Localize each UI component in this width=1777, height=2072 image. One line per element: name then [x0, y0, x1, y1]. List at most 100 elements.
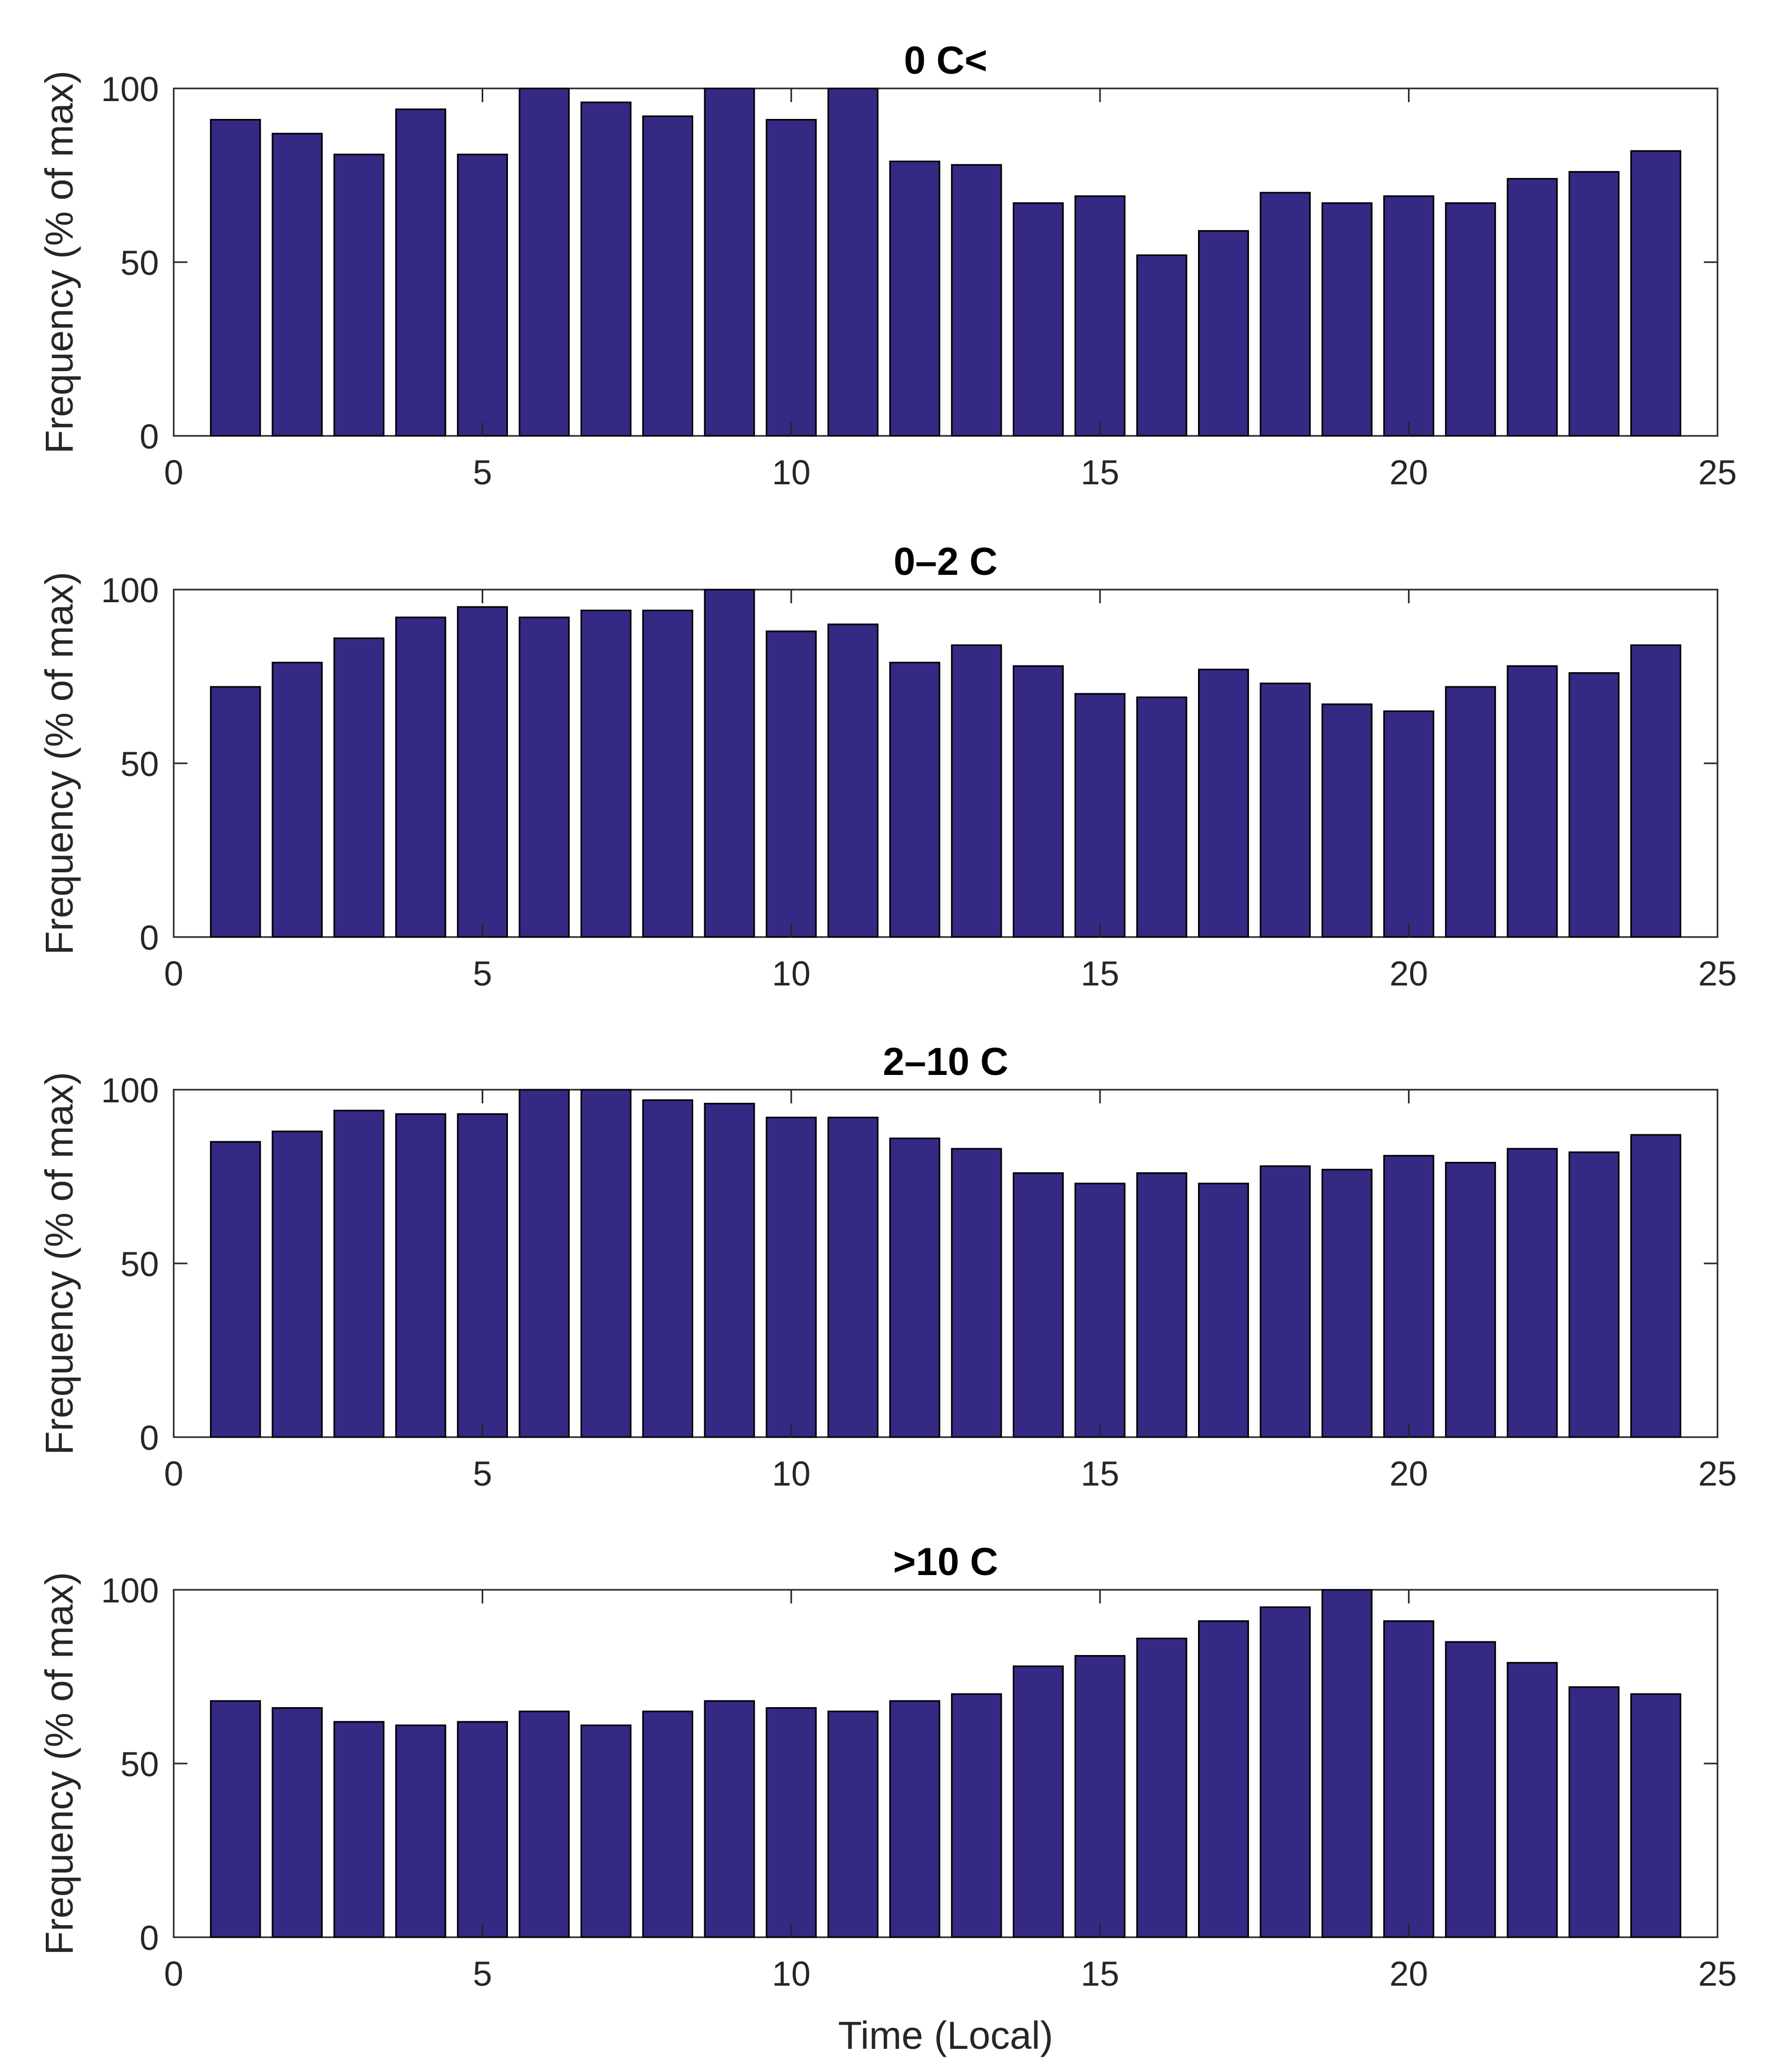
- bar-panel3-12: [889, 1137, 941, 1438]
- x-tick-label: 15: [1081, 453, 1119, 492]
- bar-panel4-3: [333, 1721, 385, 1938]
- bar-panel2-12: [889, 662, 941, 938]
- x-tick-label: 0: [164, 1954, 184, 1993]
- y-tick-label: 0: [139, 417, 159, 456]
- bar-panel4-19: [1321, 1589, 1373, 1938]
- bar-panel2-22: [1506, 665, 1558, 938]
- bar-panel2-24: [1630, 644, 1682, 938]
- bar-panel4-6: [518, 1710, 570, 1938]
- bar-panel4-22: [1506, 1662, 1558, 1938]
- x-tick-label: 15: [1081, 1954, 1119, 1993]
- y-tick-label: 0: [139, 918, 159, 957]
- y-tick-label: 50: [121, 1244, 159, 1283]
- bar-panel1-18: [1260, 192, 1311, 437]
- bar-panel3-15: [1074, 1182, 1126, 1438]
- bar-panel2-17: [1198, 669, 1249, 938]
- bar-panel1-12: [889, 161, 941, 437]
- bar-panel3-3: [333, 1110, 385, 1438]
- bar-panel1-21: [1445, 202, 1496, 437]
- bar-panel4-2: [272, 1707, 323, 1938]
- bar-panel4-4: [395, 1724, 446, 1938]
- x-tick-label: 0: [164, 1454, 184, 1493]
- y-tick-label: 100: [101, 1071, 159, 1110]
- bar-panel3-24: [1630, 1134, 1682, 1438]
- bar-panel1-15: [1074, 195, 1126, 437]
- x-tick-label: 10: [772, 954, 810, 993]
- x-tick-label: 20: [1390, 453, 1428, 492]
- x-tick-label: 25: [1698, 1454, 1736, 1493]
- bar-panel1-4: [395, 108, 446, 437]
- bar-panel3-5: [457, 1113, 508, 1438]
- bar-panel3-13: [951, 1148, 1002, 1438]
- bar-panel2-18: [1260, 682, 1311, 938]
- bar-panel4-24: [1630, 1693, 1682, 1938]
- x-tick-label: 25: [1698, 1954, 1736, 1993]
- y-axis-label: Frequency (% of max): [37, 1072, 81, 1455]
- bar-panel4-12: [889, 1700, 941, 1938]
- bar-panel3-20: [1383, 1154, 1434, 1438]
- y-tick-label: 0: [139, 1418, 159, 1457]
- panel-title-1: 0 C<: [904, 38, 987, 82]
- y-tick-label: 50: [121, 744, 159, 783]
- x-tick-label: 10: [772, 1454, 810, 1493]
- x-tick-label: 5: [473, 1954, 492, 1993]
- bar-panel1-19: [1321, 202, 1373, 437]
- panel-title-3: 2–10 C: [883, 1040, 1009, 1083]
- bar-panel4-16: [1136, 1637, 1187, 1938]
- y-tick-label: 100: [101, 571, 159, 610]
- bar-panel3-8: [642, 1099, 693, 1438]
- bar-panel3-16: [1136, 1172, 1187, 1438]
- bar-panel1-6: [518, 87, 570, 437]
- bar-panel1-2: [272, 133, 323, 437]
- panel-title-2: 0–2 C: [894, 540, 997, 583]
- bar-panel4-20: [1383, 1620, 1434, 1938]
- bar-panel4-5: [457, 1721, 508, 1938]
- x-axis-label: Time (Local): [838, 2014, 1053, 2057]
- bar-panel2-15: [1074, 693, 1126, 938]
- bar-panel1-3: [333, 153, 385, 437]
- bar-panel1-16: [1136, 254, 1187, 437]
- bar-panel1-5: [457, 153, 508, 437]
- x-tick-label: 25: [1698, 954, 1736, 993]
- x-tick-label: 5: [473, 954, 492, 993]
- bar-panel4-9: [704, 1700, 755, 1938]
- bar-panel1-13: [951, 164, 1002, 437]
- bar-panel3-1: [209, 1141, 261, 1438]
- y-tick-label: 0: [139, 1918, 159, 1957]
- bar-panel2-6: [518, 616, 570, 938]
- x-tick-label: 15: [1081, 1454, 1119, 1493]
- bar-panel1-23: [1568, 171, 1620, 437]
- bar-panel3-17: [1198, 1182, 1249, 1438]
- bar-panel3-10: [765, 1117, 817, 1438]
- bar-panel2-13: [951, 644, 1002, 938]
- bar-panel1-11: [827, 87, 878, 437]
- bar-panel4-18: [1260, 1606, 1311, 1938]
- y-axis-label: Frequency (% of max): [37, 1572, 81, 1955]
- bar-panel3-11: [827, 1117, 878, 1438]
- bar-panel2-21: [1445, 686, 1496, 938]
- bar-panel2-4: [395, 616, 446, 938]
- bar-panel2-3: [333, 637, 385, 938]
- bar-panel2-9: [704, 589, 755, 938]
- bar-panel1-24: [1630, 150, 1682, 437]
- x-tick-label: 0: [164, 453, 184, 492]
- bar-panel3-14: [1013, 1172, 1064, 1438]
- bar-panel3-6: [518, 1089, 570, 1438]
- bar-panel3-21: [1445, 1162, 1496, 1438]
- x-tick-label: 10: [772, 453, 810, 492]
- bar-panel4-21: [1445, 1641, 1496, 1938]
- bar-panel2-11: [827, 623, 878, 938]
- bar-panel1-22: [1506, 178, 1558, 437]
- x-tick-label: 20: [1390, 1454, 1428, 1493]
- panel-title-4: >10 C: [893, 1540, 999, 1583]
- x-tick-label: 20: [1390, 954, 1428, 993]
- bar-panel1-9: [704, 87, 755, 437]
- bar-panel2-5: [457, 606, 508, 938]
- bar-panel2-23: [1568, 672, 1620, 938]
- bar-panel3-23: [1568, 1151, 1620, 1438]
- bar-panel1-14: [1013, 202, 1064, 437]
- bar-panel4-10: [765, 1707, 817, 1938]
- y-tick-label: 50: [121, 243, 159, 282]
- x-tick-label: 15: [1081, 954, 1119, 993]
